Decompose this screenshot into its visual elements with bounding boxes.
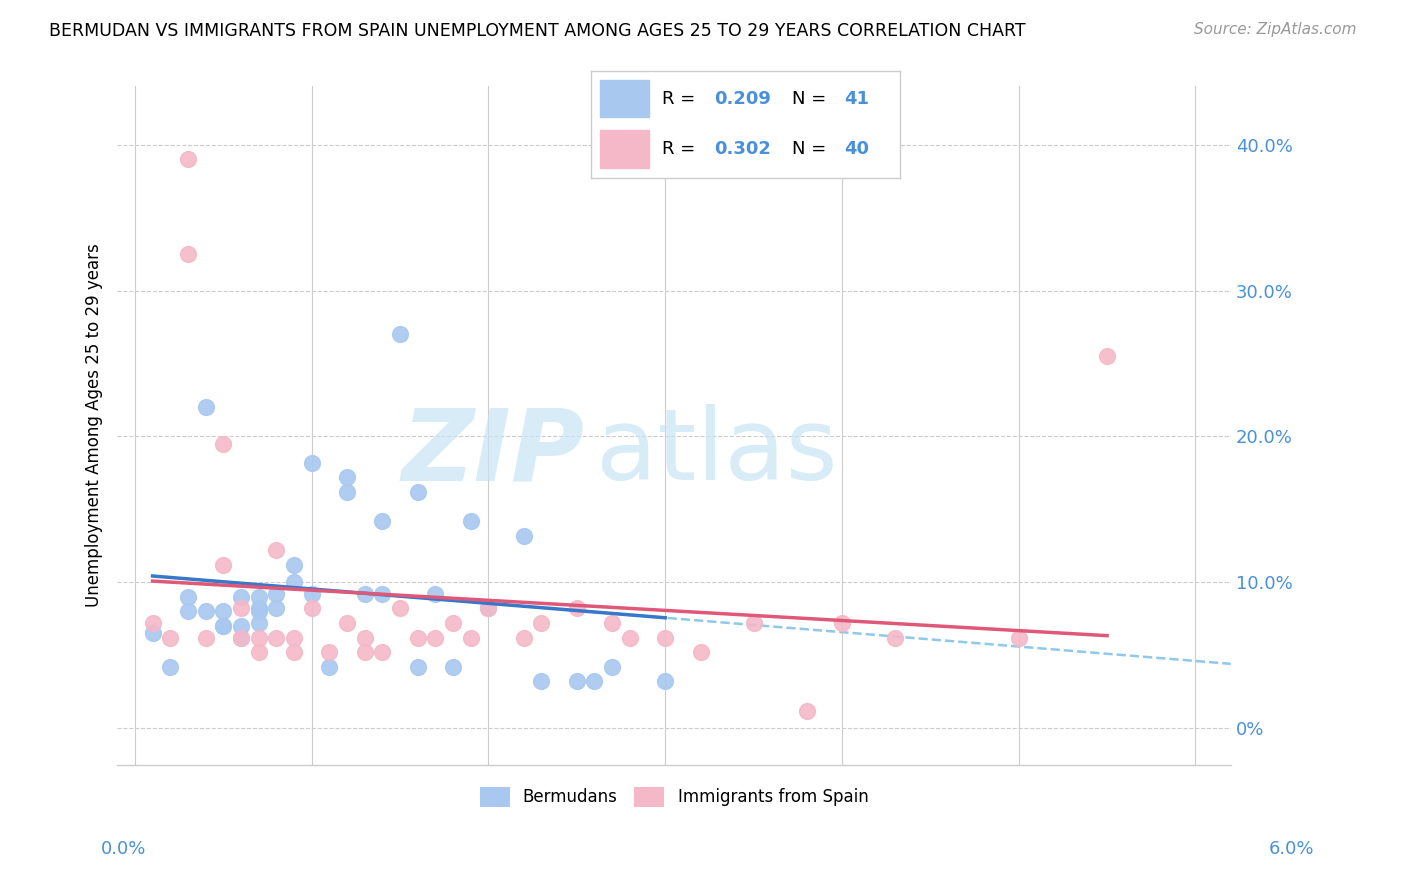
Y-axis label: Unemployment Among Ages 25 to 29 years: Unemployment Among Ages 25 to 29 years [86,244,103,607]
Point [229,601,252,615]
Text: 6.0%: 6.0% [1270,840,1315,858]
Point [460,631,482,645]
Point [353,587,375,601]
Point [460,514,482,528]
Point [336,484,359,499]
Point [406,660,429,674]
Point [283,631,305,645]
Point [247,615,270,630]
Text: R =: R = [662,140,700,158]
Point [742,615,765,630]
Point [301,587,323,601]
Point [266,631,288,645]
Point [513,528,536,542]
Text: 0.0%: 0.0% [101,840,146,858]
Bar [600,130,650,168]
Point [247,601,270,615]
Point [441,615,464,630]
Point [194,604,217,618]
Point [796,704,818,718]
Point [283,645,305,659]
Point [177,590,200,604]
Point [141,615,163,630]
Point [530,615,553,630]
Text: 0.209: 0.209 [714,90,770,108]
Point [194,401,217,415]
Point [600,615,623,630]
Point [212,619,235,633]
Point [1008,631,1031,645]
Text: atlas: atlas [596,404,838,501]
Point [654,631,676,645]
Text: 41: 41 [844,90,869,108]
Point [177,604,200,618]
Point [266,543,288,558]
Point [389,601,412,615]
Point [336,615,359,630]
Point [301,601,323,615]
Point [194,631,217,645]
Point [371,645,394,659]
Point [318,645,340,659]
Point [229,590,252,604]
Point [212,604,235,618]
Point [159,660,181,674]
Point [477,601,499,615]
Point [565,601,588,615]
Text: ZIP: ZIP [402,404,585,501]
Point [266,587,288,601]
Point [301,456,323,470]
Text: N =: N = [792,90,831,108]
Point [619,631,641,645]
Point [600,660,623,674]
Point [177,247,200,261]
Point [425,587,447,601]
Point [247,631,270,645]
Point [353,631,375,645]
Point [229,631,252,645]
Point [530,674,553,689]
Text: BERMUDAN VS IMMIGRANTS FROM SPAIN UNEMPLOYMENT AMONG AGES 25 TO 29 YEARS CORRELA: BERMUDAN VS IMMIGRANTS FROM SPAIN UNEMPL… [49,22,1026,40]
Point [441,660,464,674]
Point [212,436,235,450]
Point [831,615,853,630]
Point [229,619,252,633]
Text: 0.302: 0.302 [714,140,770,158]
Point [283,558,305,572]
Point [212,558,235,572]
Point [406,631,429,645]
Point [477,601,499,615]
Text: Source: ZipAtlas.com: Source: ZipAtlas.com [1194,22,1357,37]
Point [654,674,676,689]
Point [336,470,359,484]
Point [141,626,163,640]
Point [389,327,412,342]
Text: 40: 40 [844,140,869,158]
Point [266,601,288,615]
Point [565,674,588,689]
Point [406,484,429,499]
Point [212,619,235,633]
Point [513,631,536,645]
Point [689,645,711,659]
Point [247,645,270,659]
Point [318,660,340,674]
Point [229,631,252,645]
Text: N =: N = [792,140,831,158]
Point [283,575,305,590]
Text: R =: R = [662,90,700,108]
Point [353,645,375,659]
Point [371,514,394,528]
Point [1095,349,1118,363]
Bar [600,80,650,118]
Legend: Bermudans, Immigrants from Spain: Bermudans, Immigrants from Spain [472,780,875,814]
Point [177,153,200,167]
Point [247,590,270,604]
Point [371,587,394,601]
Point [583,674,606,689]
Point [159,631,181,645]
Point [247,604,270,618]
Point [884,631,907,645]
Point [425,631,447,645]
